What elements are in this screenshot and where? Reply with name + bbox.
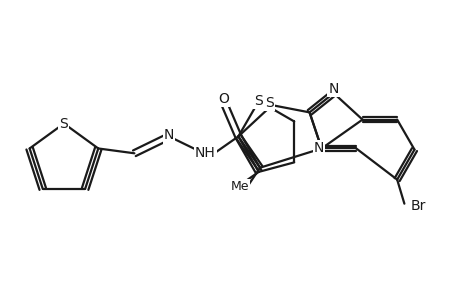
Text: N: N bbox=[328, 82, 338, 96]
Text: NH: NH bbox=[194, 146, 215, 160]
Text: S: S bbox=[60, 116, 68, 130]
Text: N: N bbox=[313, 142, 324, 155]
Text: O: O bbox=[218, 92, 229, 106]
Text: N: N bbox=[163, 128, 174, 142]
Text: S: S bbox=[265, 96, 274, 110]
Text: Me: Me bbox=[230, 179, 248, 193]
Text: Br: Br bbox=[409, 199, 425, 213]
Text: S: S bbox=[254, 94, 263, 108]
